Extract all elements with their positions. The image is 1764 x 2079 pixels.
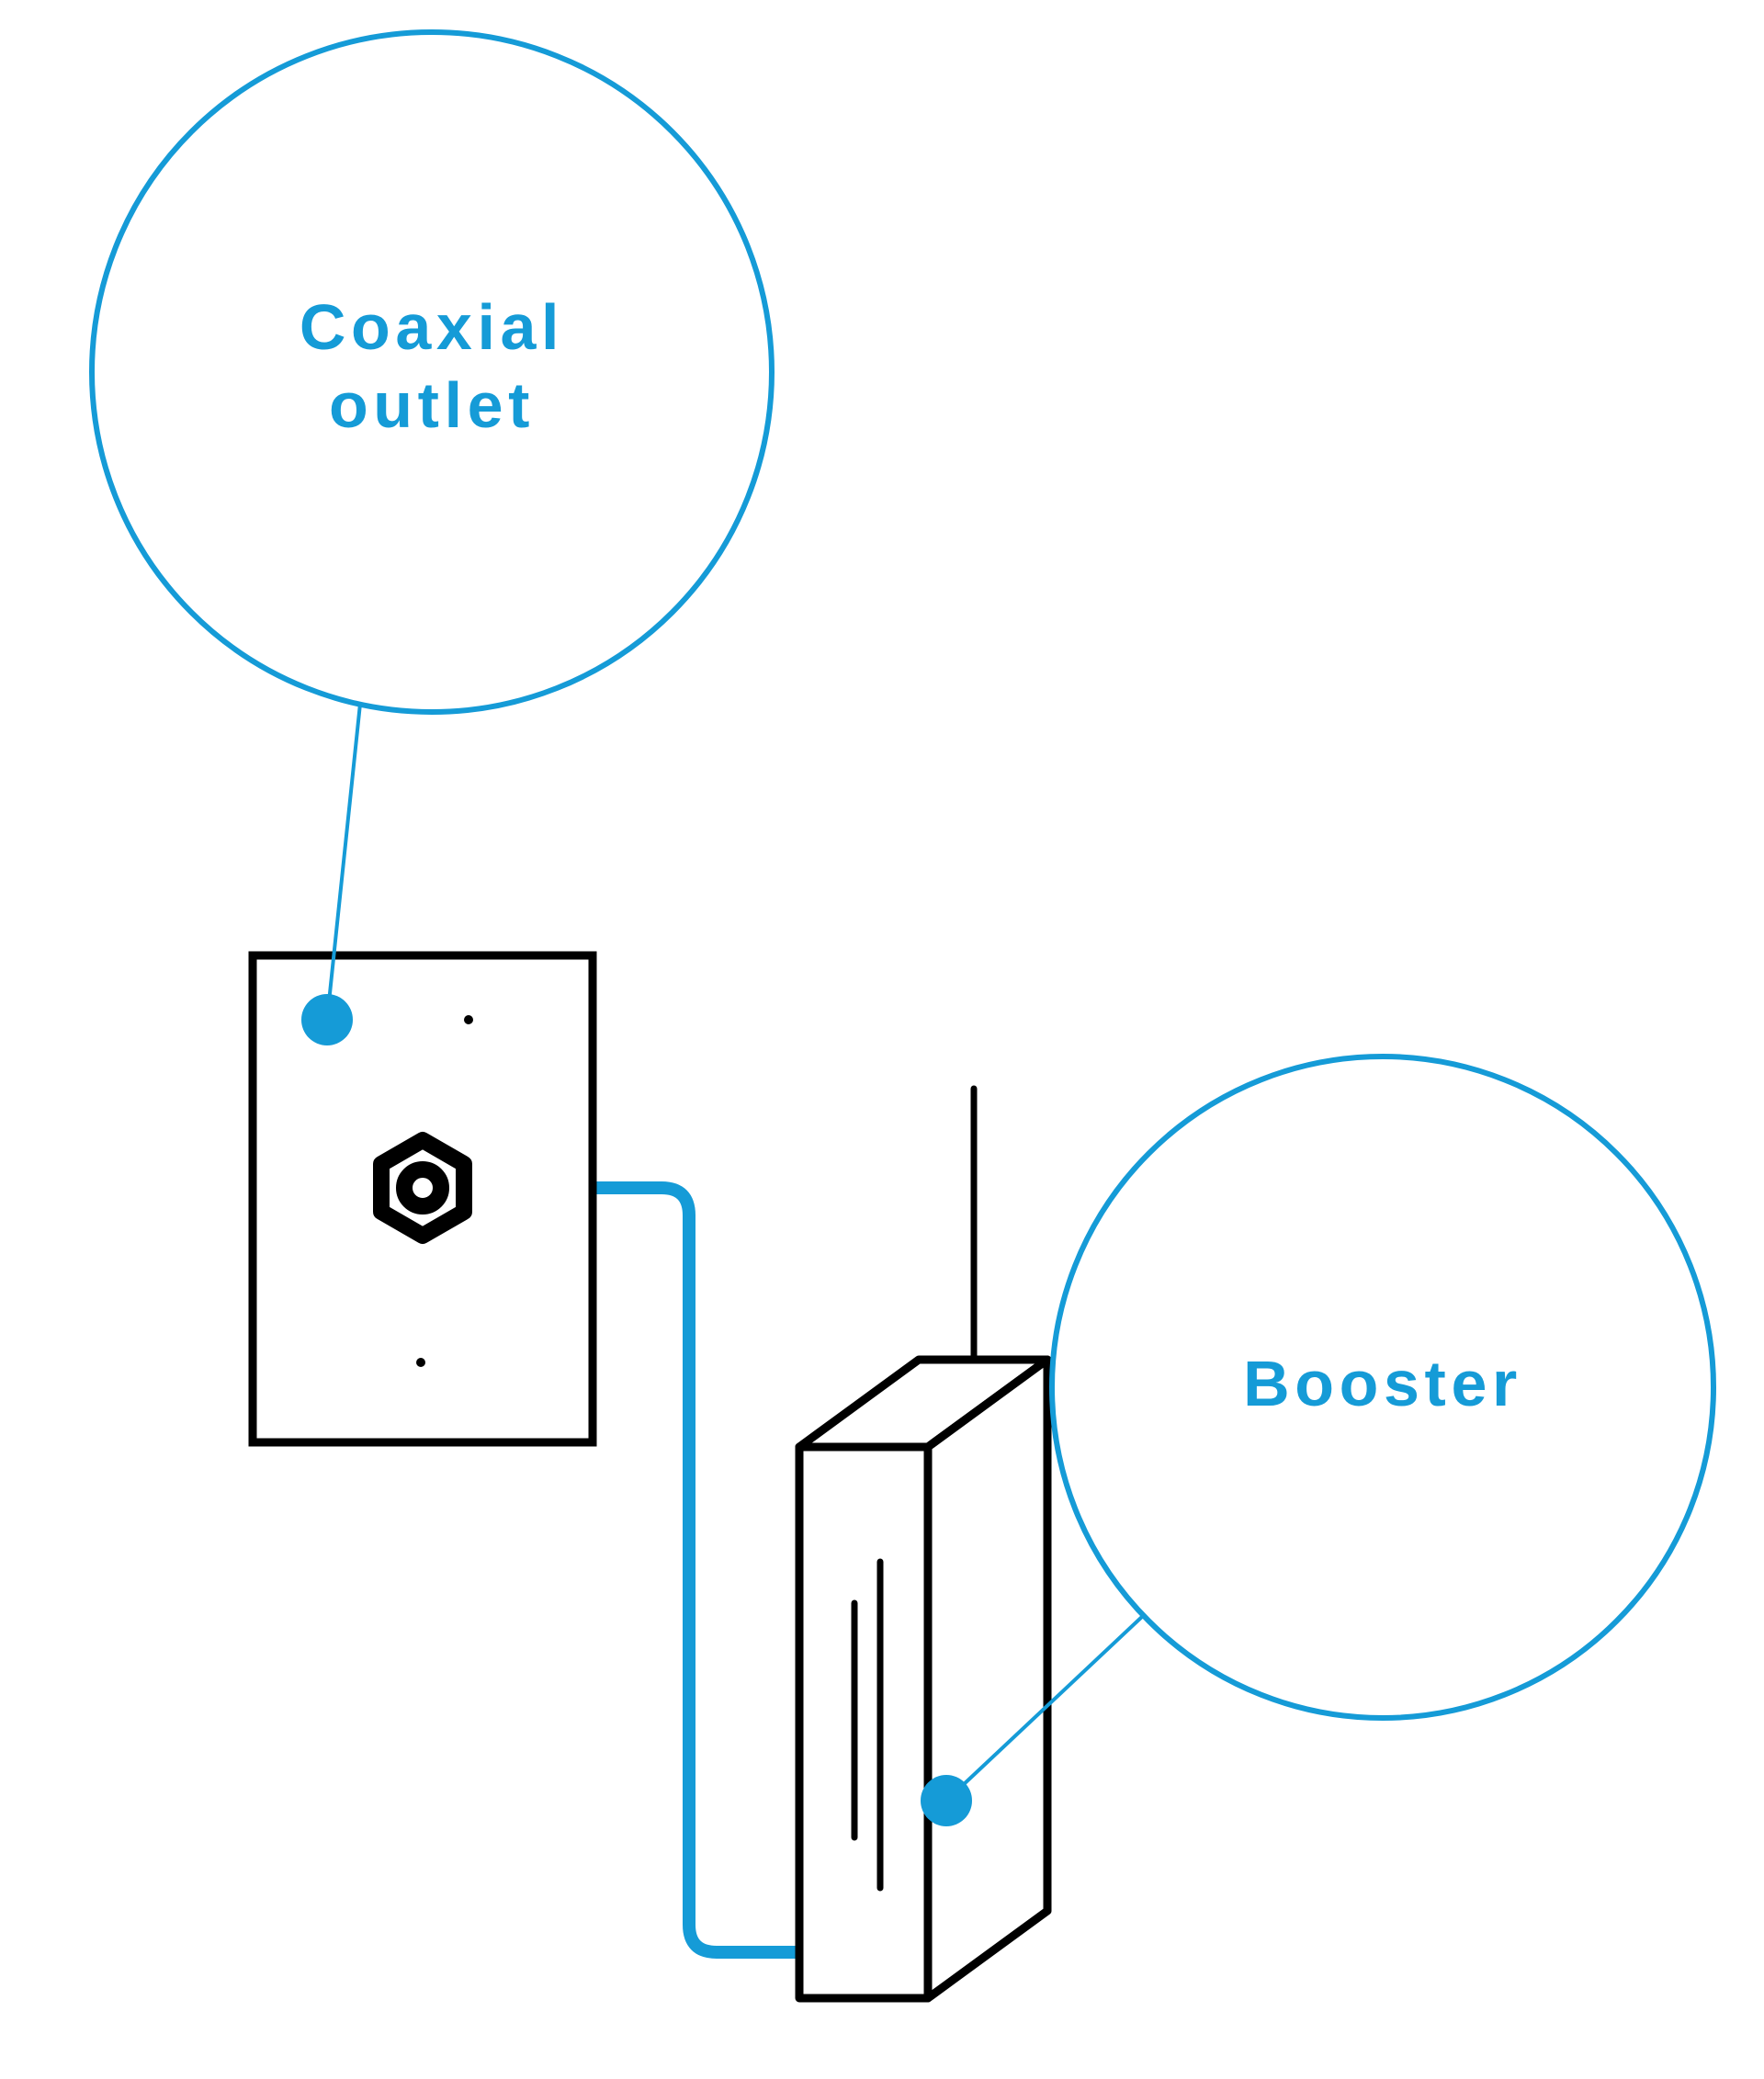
coaxial-callout-label-line2: outlet bbox=[329, 369, 535, 441]
coaxial-callout-dot-icon bbox=[301, 994, 353, 1045]
outlet-screw-top-icon bbox=[464, 1015, 473, 1024]
booster-callout-dot-icon bbox=[921, 1775, 972, 1826]
booster-callout-label: Booster bbox=[1243, 1348, 1522, 1419]
coax-connector-center-icon bbox=[404, 1169, 441, 1206]
coax-booster-diagram: Coaxial outlet Booster bbox=[0, 0, 1764, 2079]
booster-side-face bbox=[928, 1360, 1047, 1998]
outlet-screw-bottom-icon bbox=[416, 1358, 425, 1367]
coaxial-callout-label-line1: Coaxial bbox=[300, 291, 564, 363]
booster-front-face bbox=[799, 1447, 928, 1998]
